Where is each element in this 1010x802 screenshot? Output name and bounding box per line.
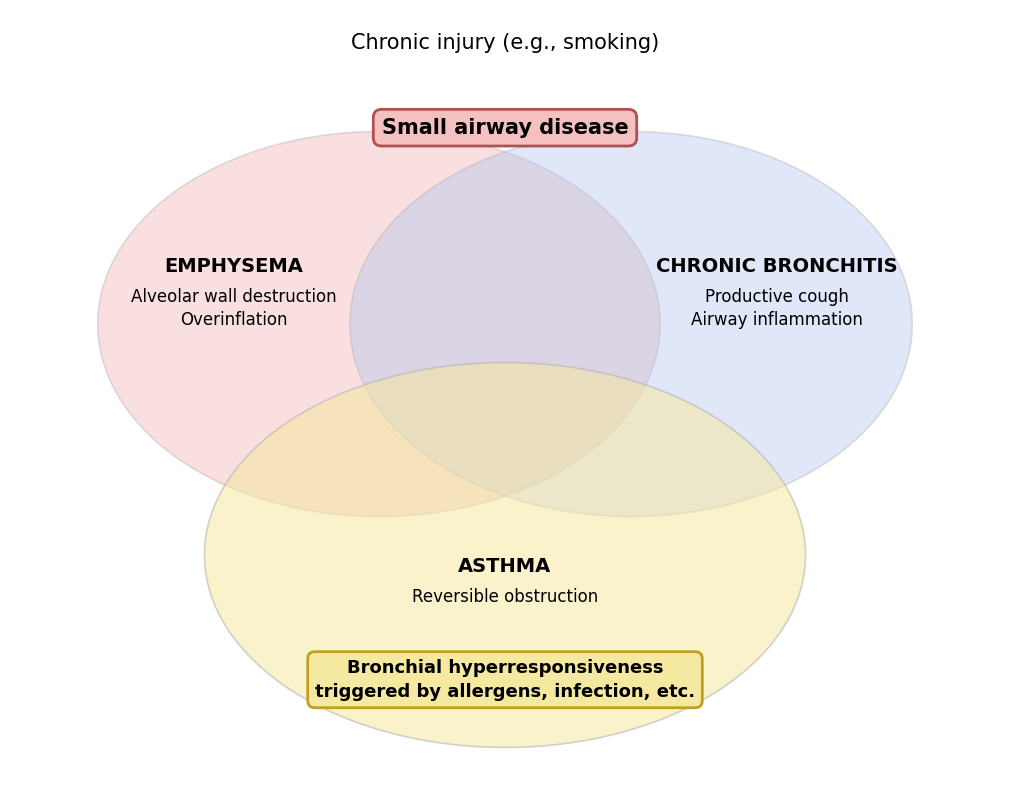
Text: Chronic injury (e.g., smoking): Chronic injury (e.g., smoking) [350, 33, 660, 53]
Ellipse shape [349, 132, 912, 516]
Text: Small airway disease: Small airway disease [382, 118, 628, 138]
Ellipse shape [98, 132, 661, 516]
Text: Productive cough
Airway inflammation: Productive cough Airway inflammation [691, 288, 863, 330]
Text: CHRONIC BRONCHITIS: CHRONIC BRONCHITIS [655, 257, 897, 276]
Text: Reversible obstruction: Reversible obstruction [412, 589, 598, 606]
Ellipse shape [204, 363, 806, 747]
Text: ASTHMA: ASTHMA [459, 557, 551, 576]
Text: Alveolar wall destruction
Overinflation: Alveolar wall destruction Overinflation [130, 288, 336, 330]
Text: Bronchial hyperresponsiveness
triggered by allergens, infection, etc.: Bronchial hyperresponsiveness triggered … [315, 659, 695, 700]
Text: EMPHYSEMA: EMPHYSEMA [164, 257, 303, 276]
